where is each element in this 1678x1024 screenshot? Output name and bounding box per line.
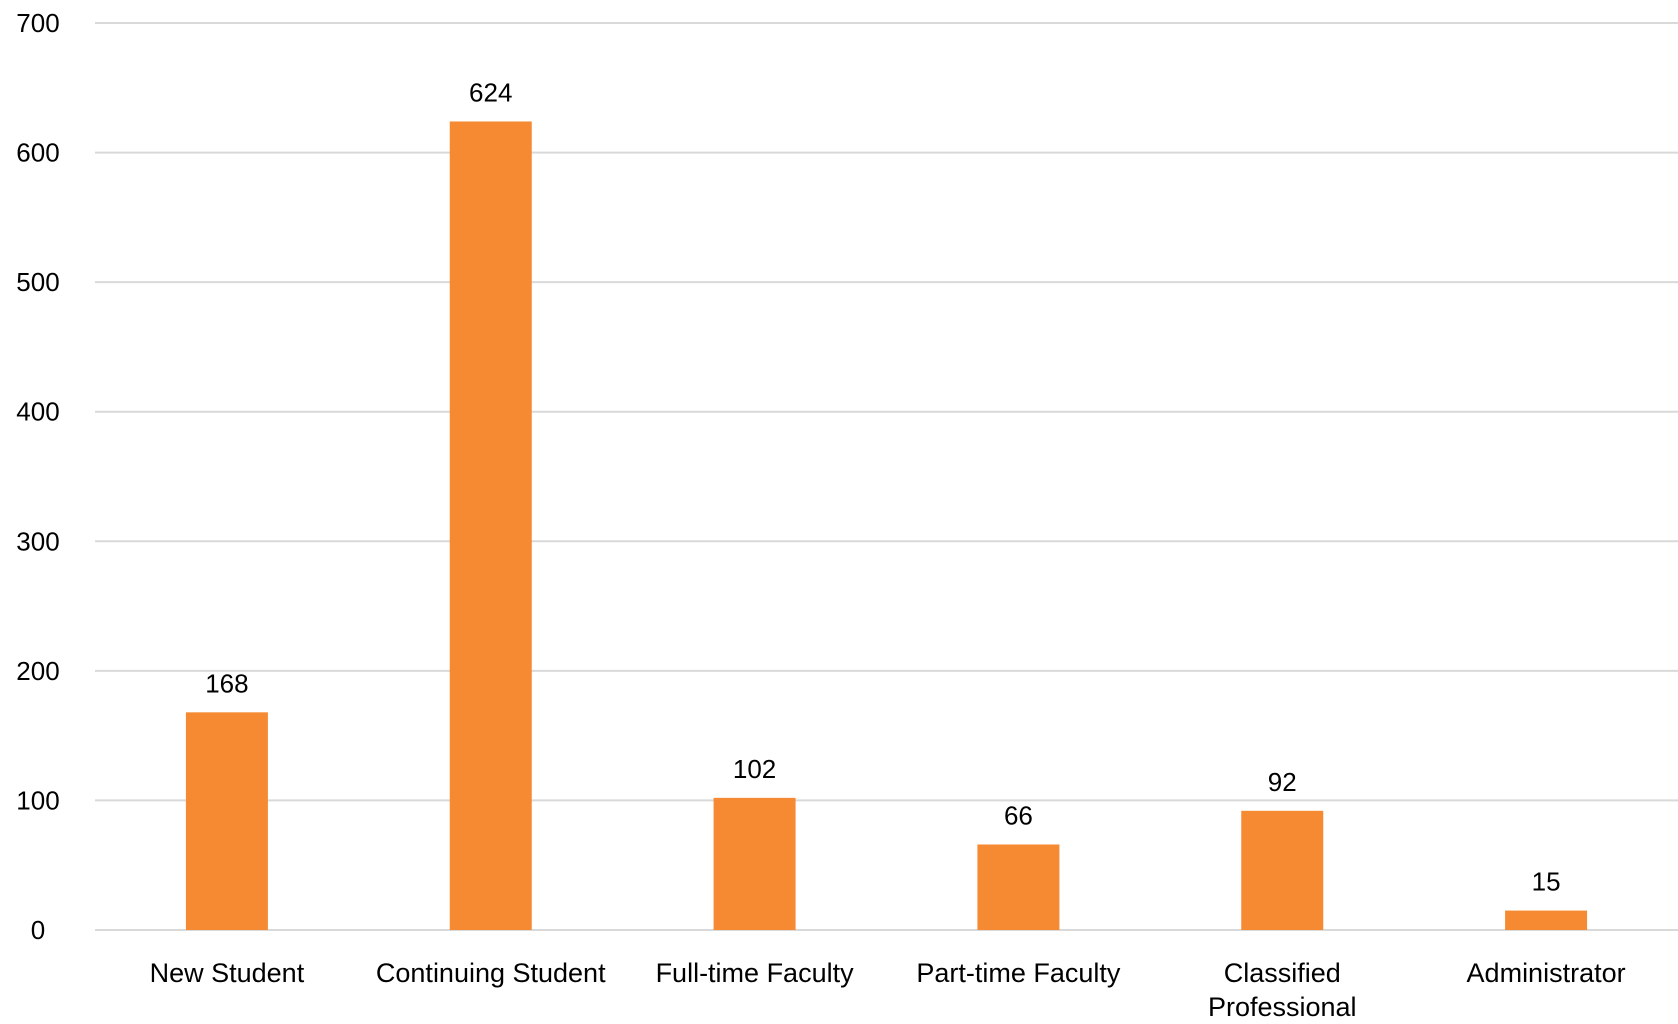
- y-tick-label: 400: [16, 397, 59, 427]
- data-label: 168: [205, 668, 248, 698]
- data-label: 102: [733, 754, 776, 784]
- data-label: 66: [1004, 800, 1033, 830]
- y-tick-label: 500: [16, 267, 59, 297]
- y-tick-label: 0: [31, 915, 45, 945]
- y-tick-label: 100: [16, 785, 59, 815]
- bar: [977, 844, 1060, 930]
- x-category-label-line: Administrator: [1467, 958, 1626, 988]
- y-tick-label: 700: [16, 8, 59, 38]
- data-label: 92: [1268, 767, 1297, 797]
- x-category-label: New Student: [150, 958, 305, 988]
- x-category-label: Part-time Faculty: [916, 958, 1121, 988]
- bars: [185, 121, 1588, 930]
- y-axis-tick-labels: 0 100 200 300 400 500 600 700: [16, 8, 59, 945]
- bar: [185, 712, 268, 930]
- x-category-label: Administrator: [1467, 958, 1626, 988]
- x-category-label: Full-time Faculty: [656, 958, 855, 988]
- bar: [1241, 810, 1324, 930]
- data-label: 15: [1532, 867, 1561, 897]
- bar: [1505, 910, 1588, 930]
- x-category-label-line: Professional: [1208, 992, 1357, 1022]
- y-tick-label: 300: [16, 526, 59, 556]
- x-category-label: Continuing Student: [376, 958, 606, 988]
- x-category-label-line: Classified: [1224, 958, 1341, 988]
- x-category-label-line: Part-time Faculty: [916, 958, 1121, 988]
- x-category-label-line: Continuing Student: [376, 958, 606, 988]
- y-tick-label: 600: [16, 138, 59, 168]
- bar: [449, 121, 532, 930]
- data-label: 624: [469, 77, 512, 107]
- y-tick-label: 200: [16, 656, 59, 686]
- x-axis-category-labels: New Student Continuing Student Full-time F…: [150, 958, 1626, 1022]
- data-labels: 168 624 102 66 92 15: [205, 77, 1560, 896]
- bar: [713, 797, 796, 930]
- gridlines: [95, 22, 1678, 931]
- x-category-label: Classified Professional: [1208, 958, 1357, 1022]
- x-category-label-line: Full-time Faculty: [656, 958, 855, 988]
- x-category-label-line: New Student: [150, 958, 305, 988]
